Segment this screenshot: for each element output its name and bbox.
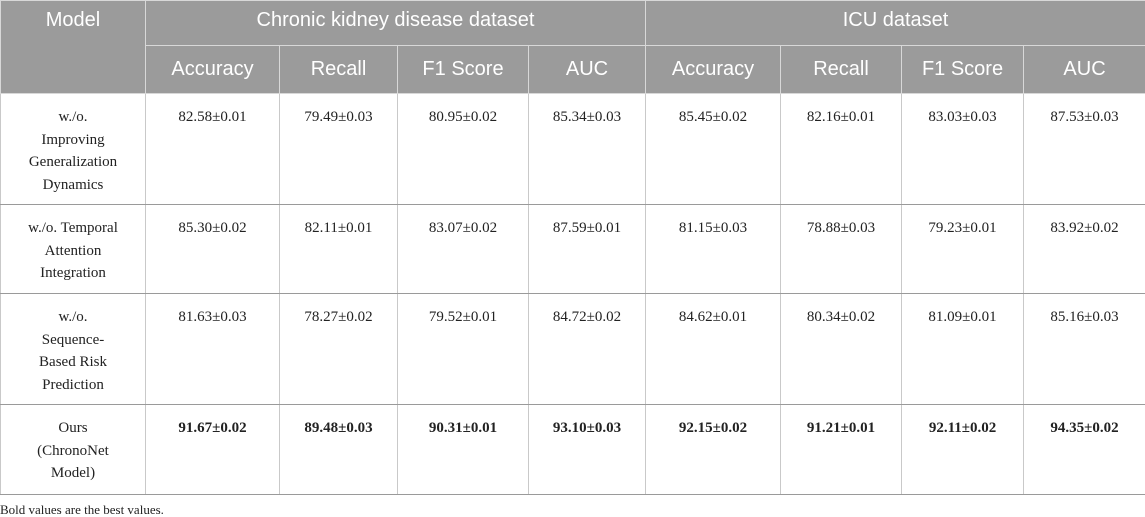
model-name-line: Sequence- bbox=[41, 331, 105, 348]
value-cell: 80.95±0.02 bbox=[397, 93, 529, 205]
best-value-cell: 94.35±0.02 bbox=[1023, 404, 1145, 495]
model-name-line: w./o. bbox=[58, 109, 88, 125]
best-value-cell: 92.11±0.02 bbox=[901, 404, 1025, 495]
table-footnote: Bold values are the best values. bbox=[0, 502, 164, 517]
results-table: Model Chronic kidney disease dataset ICU… bbox=[0, 0, 1145, 495]
model-name-cell: w./o. Sequence- Based Risk Prediction bbox=[0, 293, 146, 405]
metric-header-f1: F1 Score bbox=[397, 45, 529, 94]
value-cell: 80.34±0.02 bbox=[780, 293, 903, 405]
model-name-line: Based Risk bbox=[39, 354, 107, 370]
value-cell: 83.03±0.03 bbox=[901, 93, 1025, 205]
group-header-icu: ICU dataset bbox=[645, 0, 1145, 46]
value-cell: 79.49±0.03 bbox=[279, 93, 398, 205]
best-value-cell: 91.67±0.02 bbox=[145, 404, 280, 495]
metric-header-recall: Recall bbox=[279, 45, 398, 94]
value-cell: 83.92±0.02 bbox=[1023, 204, 1145, 294]
value-cell: 82.16±0.01 bbox=[780, 93, 903, 205]
metric-header-f1: F1 Score bbox=[901, 45, 1025, 94]
model-name-line: Model) bbox=[50, 465, 96, 481]
metric-header-accuracy: Accuracy bbox=[145, 45, 280, 94]
value-cell: 82.11±0.01 bbox=[279, 204, 398, 294]
value-cell: 87.59±0.01 bbox=[527, 204, 647, 294]
model-column-header: Model bbox=[0, 0, 146, 94]
metric-header-recall: Recall bbox=[780, 45, 903, 94]
model-name-line: Improving bbox=[41, 131, 105, 148]
best-value-cell: 93.10±0.03 bbox=[527, 404, 647, 495]
metric-header-auc: AUC bbox=[527, 45, 647, 94]
value-cell: 79.23±0.01 bbox=[901, 204, 1025, 294]
value-cell: 85.30±0.02 bbox=[145, 204, 280, 294]
model-name-line: Integration bbox=[40, 265, 106, 281]
best-value-cell: 92.15±0.02 bbox=[645, 404, 782, 495]
best-value-cell: 90.31±0.01 bbox=[397, 404, 529, 495]
table-row: w./o. Improving Generalization Dynamics … bbox=[0, 93, 1145, 205]
value-cell: 81.09±0.01 bbox=[901, 293, 1025, 405]
model-name-line: w./o. Temporal bbox=[28, 220, 118, 236]
value-cell: 84.72±0.02 bbox=[527, 293, 647, 405]
model-name-cell: w./o. Temporal Attention Integration bbox=[0, 204, 146, 294]
value-cell: 81.15±0.03 bbox=[645, 204, 782, 294]
value-cell: 83.07±0.02 bbox=[397, 204, 529, 294]
best-value-cell: 89.48±0.03 bbox=[279, 404, 398, 495]
value-cell: 81.63±0.03 bbox=[145, 293, 280, 405]
model-name-cell: w./o. Improving Generalization Dynamics bbox=[0, 93, 146, 205]
value-cell: 85.34±0.03 bbox=[527, 93, 647, 205]
value-cell: 87.53±0.03 bbox=[1023, 93, 1145, 205]
model-name-line: Attention bbox=[44, 242, 102, 259]
table-row: w./o. Temporal Attention Integration 85.… bbox=[0, 204, 1145, 294]
model-name-line: (ChronoNet bbox=[37, 442, 109, 459]
value-cell: 85.45±0.02 bbox=[645, 93, 782, 205]
value-cell: 78.27±0.02 bbox=[279, 293, 398, 405]
metric-header-auc: AUC bbox=[1023, 45, 1145, 94]
table-row: Ours (ChronoNet Model) 91.67±0.02 89.48±… bbox=[0, 404, 1145, 495]
model-name-line: Generalization bbox=[28, 154, 118, 170]
model-name-line: w./o. bbox=[58, 309, 88, 325]
metric-header-accuracy: Accuracy bbox=[645, 45, 782, 94]
model-name-line: Dynamics bbox=[42, 176, 104, 193]
header-row-groups: Model Chronic kidney disease dataset ICU… bbox=[0, 0, 1145, 94]
value-cell: 79.52±0.01 bbox=[397, 293, 529, 405]
best-value-cell: 91.21±0.01 bbox=[780, 404, 903, 495]
model-name-cell: Ours (ChronoNet Model) bbox=[0, 404, 146, 495]
model-name-line: Prediction bbox=[42, 376, 104, 393]
value-cell: 78.88±0.03 bbox=[780, 204, 903, 294]
group-header-ckd: Chronic kidney disease dataset bbox=[144, 0, 647, 46]
value-cell: 85.16±0.03 bbox=[1023, 293, 1145, 405]
value-cell: 82.58±0.01 bbox=[145, 93, 280, 205]
header-row-metrics: Accuracy Recall F1 Score AUC Accuracy Re… bbox=[1, 45, 1145, 94]
value-cell: 84.62±0.01 bbox=[645, 293, 782, 405]
model-name-line: Ours bbox=[58, 420, 88, 436]
table-row: w./o. Sequence- Based Risk Prediction 81… bbox=[0, 293, 1145, 405]
